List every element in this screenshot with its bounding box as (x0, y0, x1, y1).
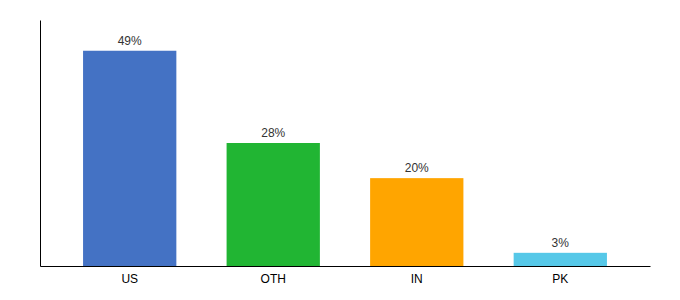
x-axis-line (41, 266, 651, 267)
bar (370, 178, 463, 266)
x-tick: OTH (261, 272, 286, 286)
data-labels: 49% 28% 20% 3% (118, 34, 570, 250)
data-label: 20% (405, 161, 429, 175)
x-tick-label: OTH (261, 272, 286, 286)
x-tick: IN (411, 272, 423, 286)
plot-area: 49% 28% 20% 3% US OTH IN PK (41, 21, 651, 286)
bar (83, 51, 176, 266)
chart-container: 49% 28% 20% 3% US OTH IN PK (0, 0, 680, 300)
x-axis: US OTH IN PK (41, 267, 651, 286)
y-axis (40, 21, 41, 267)
bar (514, 253, 607, 266)
x-tick-label: PK (552, 272, 568, 286)
x-tick: PK (552, 272, 568, 286)
x-tick-label: US (121, 272, 138, 286)
y-axis-line (40, 21, 41, 267)
chart-svg: 49% 28% 20% 3% US OTH IN PK (0, 0, 680, 300)
x-tick: US (121, 272, 138, 286)
data-label: 3% (552, 236, 570, 250)
data-label: 49% (118, 34, 142, 48)
bar (227, 143, 320, 266)
bars (83, 51, 607, 266)
x-tick-label: IN (411, 272, 423, 286)
data-label: 28% (261, 126, 285, 140)
